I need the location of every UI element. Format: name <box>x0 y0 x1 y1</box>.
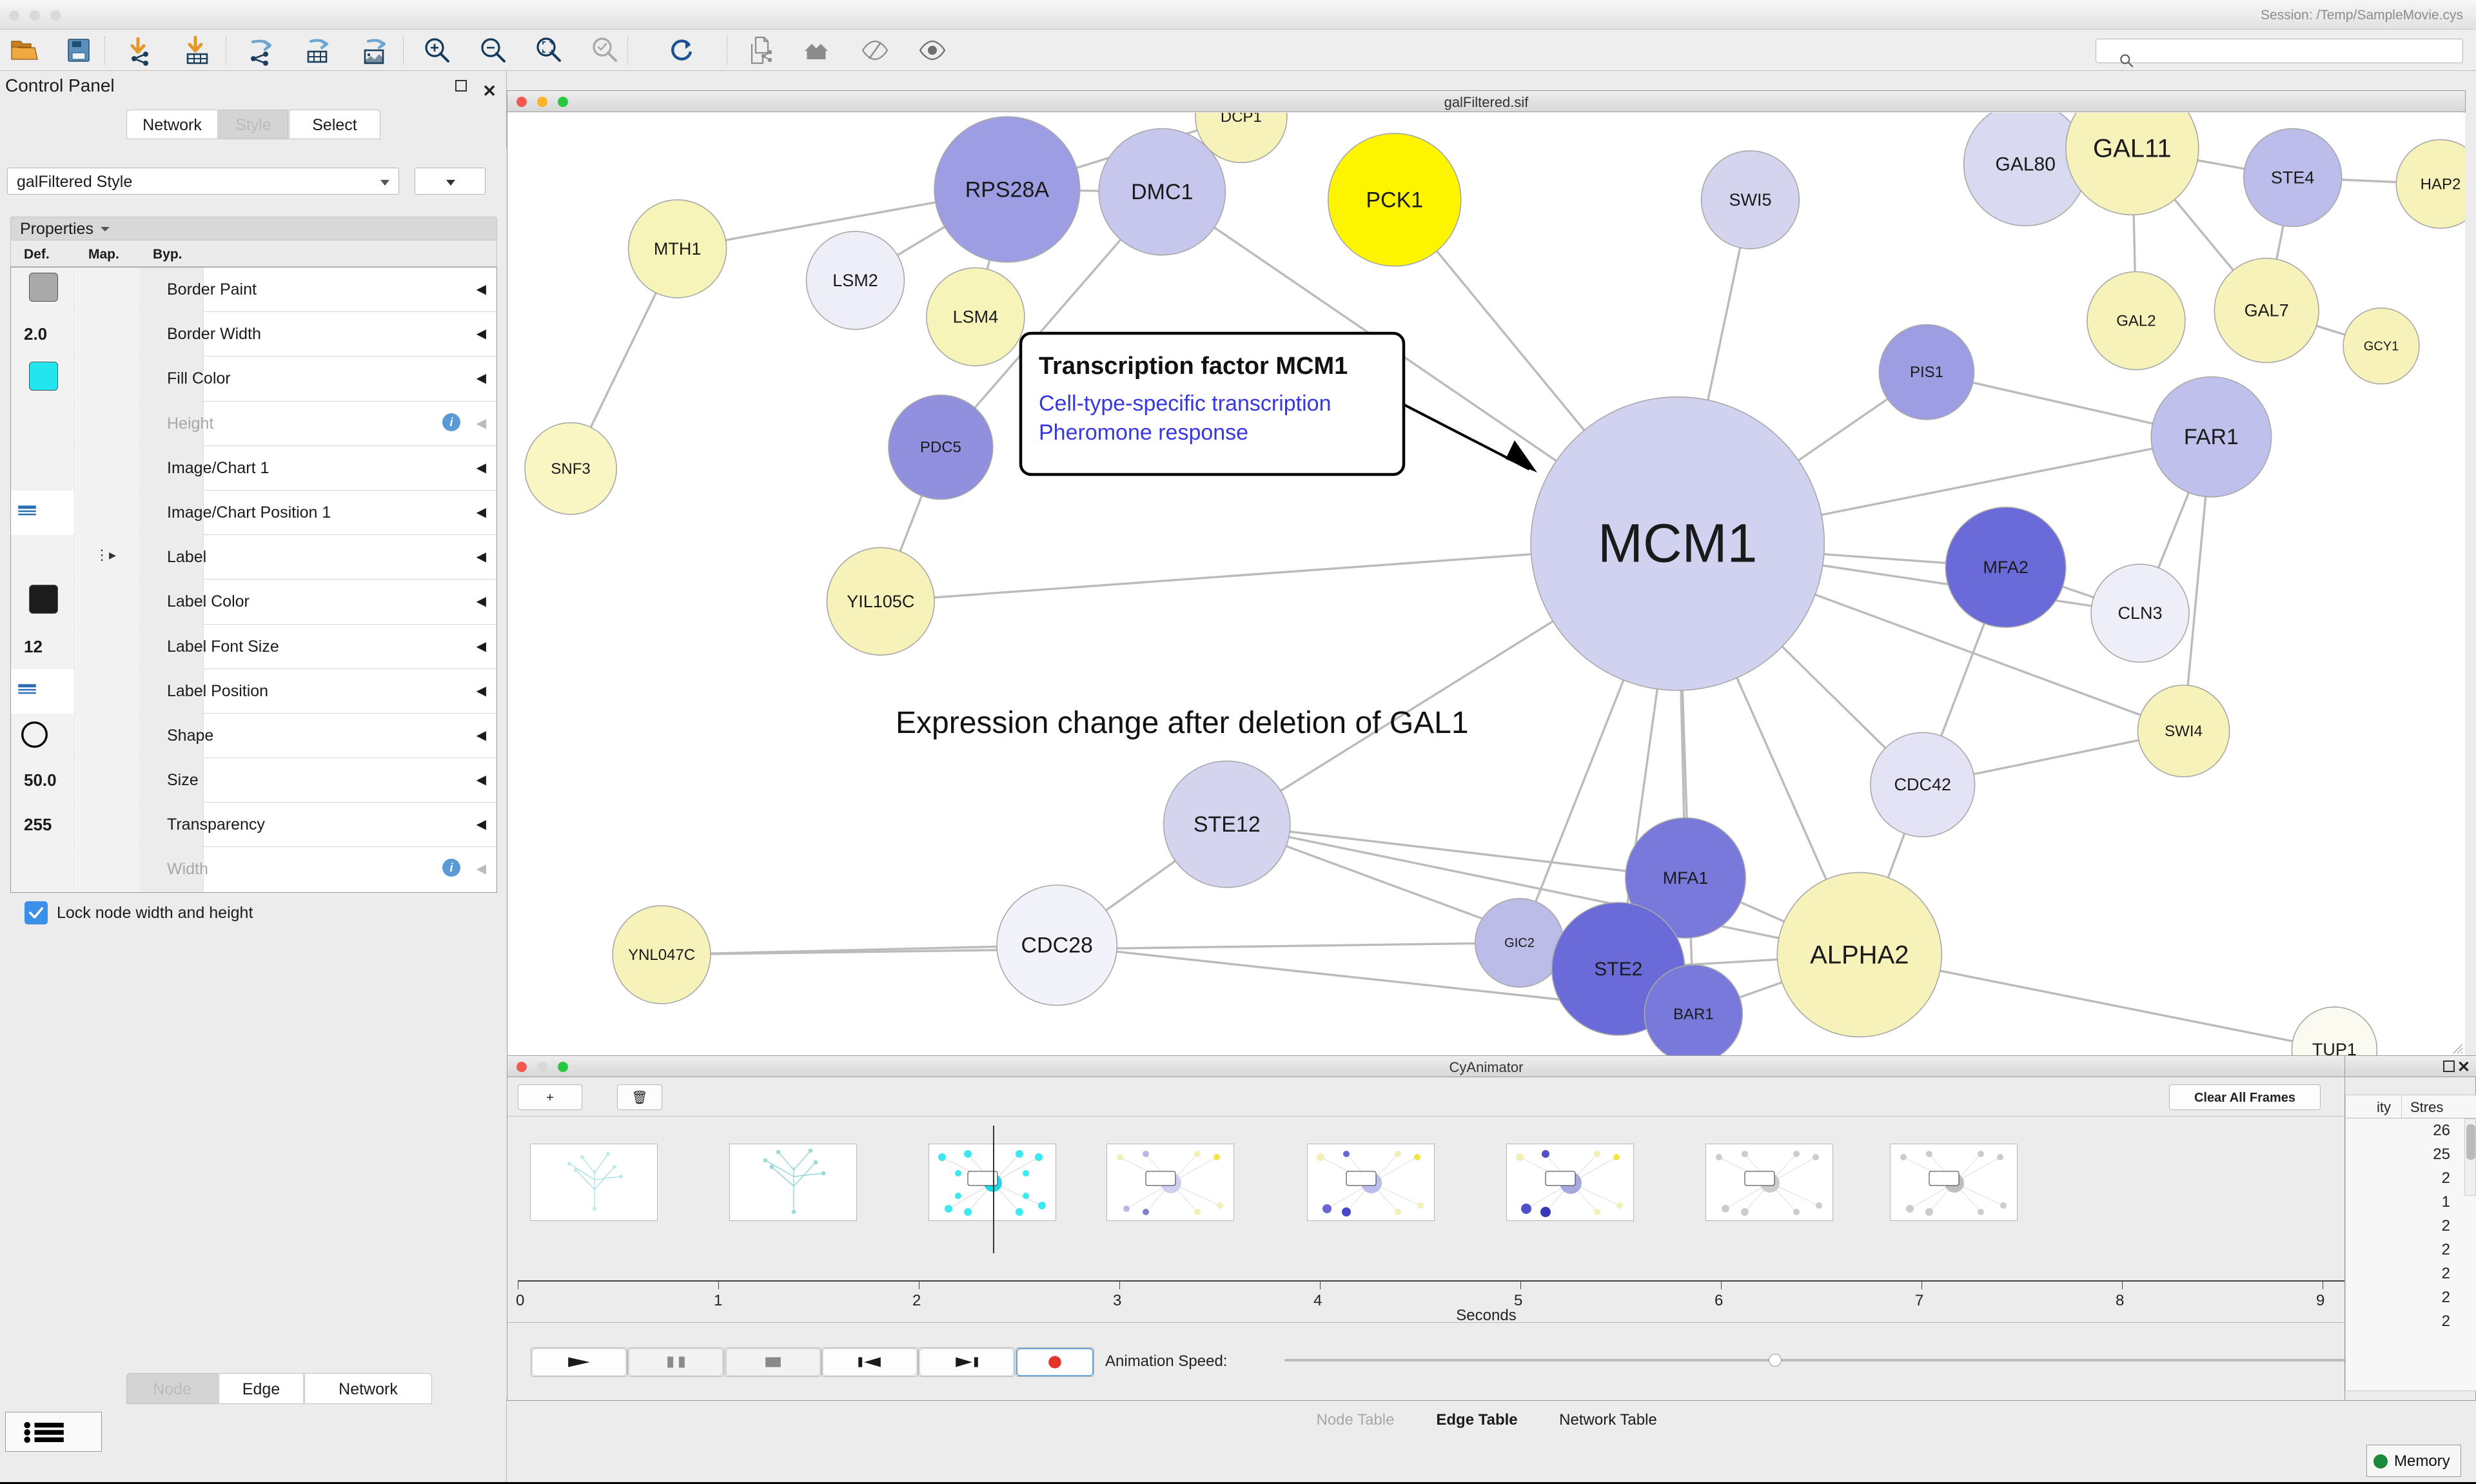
svg-text:HAP2: HAP2 <box>2421 175 2461 193</box>
svg-text:GAL7: GAL7 <box>2245 301 2289 320</box>
svg-text:MCM1: MCM1 <box>1598 513 1757 573</box>
svg-text:YNL047C: YNL047C <box>628 946 695 964</box>
svg-text:DCP1: DCP1 <box>1221 113 1262 126</box>
svg-text:CDC28: CDC28 <box>1021 933 1092 958</box>
svg-text:PCK1: PCK1 <box>1366 188 1423 212</box>
svg-text:Pheromone response: Pheromone response <box>1039 420 1248 445</box>
svg-text:RPS28A: RPS28A <box>965 177 1050 202</box>
svg-text:DMC1: DMC1 <box>1131 180 1193 204</box>
svg-text:BAR1: BAR1 <box>1673 1006 1714 1023</box>
svg-text:CLN3: CLN3 <box>2117 603 2162 623</box>
svg-text:STE2: STE2 <box>1594 959 1642 980</box>
svg-text:GCY1: GCY1 <box>2364 339 2399 353</box>
svg-text:GAL2: GAL2 <box>2116 313 2156 330</box>
svg-text:LSM4: LSM4 <box>953 307 999 326</box>
svg-text:GAL80: GAL80 <box>1995 154 2055 175</box>
svg-text:Transcription factor MCM1: Transcription factor MCM1 <box>1039 353 1348 380</box>
svg-text:STE12: STE12 <box>1194 812 1261 837</box>
svg-text:Cell-type-specific transcripti: Cell-type-specific transcription <box>1039 391 1331 416</box>
svg-text:GAL11: GAL11 <box>2093 135 2172 163</box>
svg-text:LSM2: LSM2 <box>832 271 878 290</box>
svg-text:SWI5: SWI5 <box>1729 190 1771 210</box>
svg-text:SWI4: SWI4 <box>2165 723 2203 740</box>
svg-text:PDC5: PDC5 <box>920 439 961 456</box>
svg-text:MTH1: MTH1 <box>654 239 702 259</box>
svg-text:STE4: STE4 <box>2271 168 2315 188</box>
svg-text:TUP1: TUP1 <box>2312 1040 2357 1055</box>
svg-text:SNF3: SNF3 <box>551 460 590 478</box>
svg-text:CDC42: CDC42 <box>1894 775 1952 794</box>
svg-text:GIC2: GIC2 <box>1504 936 1535 950</box>
svg-text:YIL105C: YIL105C <box>847 592 914 611</box>
svg-text:ALPHA2: ALPHA2 <box>1810 941 1909 969</box>
svg-text:MFA1: MFA1 <box>1663 868 1709 888</box>
svg-text:MFA2: MFA2 <box>1983 558 2029 577</box>
svg-text:Expression change after deleti: Expression change after deletion of GAL1 <box>896 706 1469 740</box>
svg-text:PIS1: PIS1 <box>1910 364 1943 381</box>
svg-text:FAR1: FAR1 <box>2184 425 2239 449</box>
